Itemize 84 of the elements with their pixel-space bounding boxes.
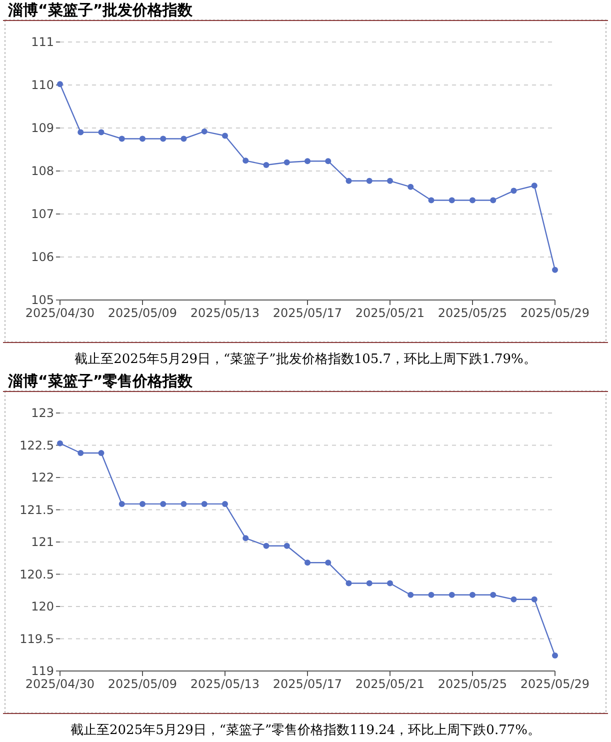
point <box>78 129 84 136</box>
point <box>222 132 228 139</box>
x-tick-label: 2025/05/25 <box>438 677 508 691</box>
point <box>325 158 332 164</box>
point <box>346 580 352 586</box>
point <box>510 596 517 602</box>
y-tick-label: 119 <box>31 664 54 678</box>
point <box>118 136 125 142</box>
x-tick-label: 2025/05/21 <box>355 677 425 691</box>
x-tick-label: 2025/04/30 <box>25 306 95 320</box>
point <box>263 542 270 549</box>
point <box>304 158 310 164</box>
point <box>263 162 270 168</box>
point <box>387 580 393 586</box>
x-tick-label: 2025/05/29 <box>520 677 590 691</box>
point <box>552 266 558 273</box>
point <box>531 596 538 602</box>
point <box>201 500 208 507</box>
y-tick-label: 123 <box>31 406 54 420</box>
point <box>366 178 372 184</box>
point <box>470 197 476 204</box>
x-tick-label: 2025/05/21 <box>355 306 425 320</box>
point <box>490 197 496 204</box>
x-tick-label: 2025/04/30 <box>25 677 95 691</box>
point <box>428 592 434 598</box>
x-tick-label: 2025/05/25 <box>438 306 508 320</box>
point <box>284 159 290 166</box>
point <box>98 129 104 136</box>
point <box>408 592 414 598</box>
point <box>140 500 146 507</box>
point <box>552 652 558 659</box>
text: 截止至2025年5月29日，“菜篮子”零售价格指数119.24，环比上周下跌0.77%。 <box>70 723 540 738</box>
y-tick-label: 111 <box>31 35 54 50</box>
y-tick-label: 119.5 <box>20 632 54 646</box>
point <box>57 440 63 446</box>
y-tick-label: 120 <box>31 600 54 614</box>
x-tick-label: 2025/05/17 <box>272 306 342 320</box>
x-tick-label: 2025/05/09 <box>108 306 178 320</box>
x-tick-label: 2025/05/13 <box>190 677 260 691</box>
chart-title: 淄博“菜篮子”批发价格指数 <box>7 1 194 19</box>
y-tick-label: 106 <box>31 250 54 264</box>
point <box>140 136 146 142</box>
x-tick-label: 2025/05/29 <box>520 306 590 320</box>
point <box>387 178 393 184</box>
point <box>366 580 372 586</box>
point <box>180 136 187 142</box>
point <box>448 592 455 598</box>
x-tick-label: 2025/05/17 <box>272 677 342 691</box>
y-tick-label: 121.5 <box>20 502 54 517</box>
point <box>428 197 434 204</box>
point <box>78 450 84 456</box>
point <box>490 592 496 598</box>
y-tick-label: 107 <box>31 207 54 222</box>
point <box>118 500 125 507</box>
point <box>470 592 476 598</box>
point <box>242 535 249 542</box>
y-tick-label: 105 <box>31 293 54 308</box>
point <box>242 158 249 164</box>
y-tick-label: 108 <box>31 164 54 178</box>
y-tick-label: 110 <box>31 78 54 92</box>
point <box>346 178 352 184</box>
point <box>160 500 166 507</box>
point <box>448 197 455 204</box>
point <box>98 450 104 456</box>
y-tick-label: 122 <box>31 470 54 485</box>
y-tick-label: 120.5 <box>20 567 54 582</box>
point <box>304 560 310 566</box>
point <box>531 182 538 189</box>
point <box>222 500 228 507</box>
x-tick-label: 2025/05/09 <box>108 677 178 691</box>
point <box>180 500 187 507</box>
text: 截止至2025年5月29日，“菜篮子”批发价格指数105.7，环比上周下跌1.79%。 <box>74 352 536 367</box>
point <box>57 81 63 88</box>
point <box>160 136 166 142</box>
point <box>325 560 332 566</box>
point <box>408 184 414 190</box>
y-tick-label: 122.5 <box>20 438 54 452</box>
point <box>510 188 517 194</box>
x-tick-label: 2025/05/13 <box>190 306 260 320</box>
point <box>201 128 208 134</box>
point <box>284 542 290 549</box>
y-tick-label: 121 <box>31 535 54 550</box>
chart-title: 淄博“菜篮子”零售价格指数 <box>7 372 194 390</box>
y-tick-label: 109 <box>31 121 54 136</box>
